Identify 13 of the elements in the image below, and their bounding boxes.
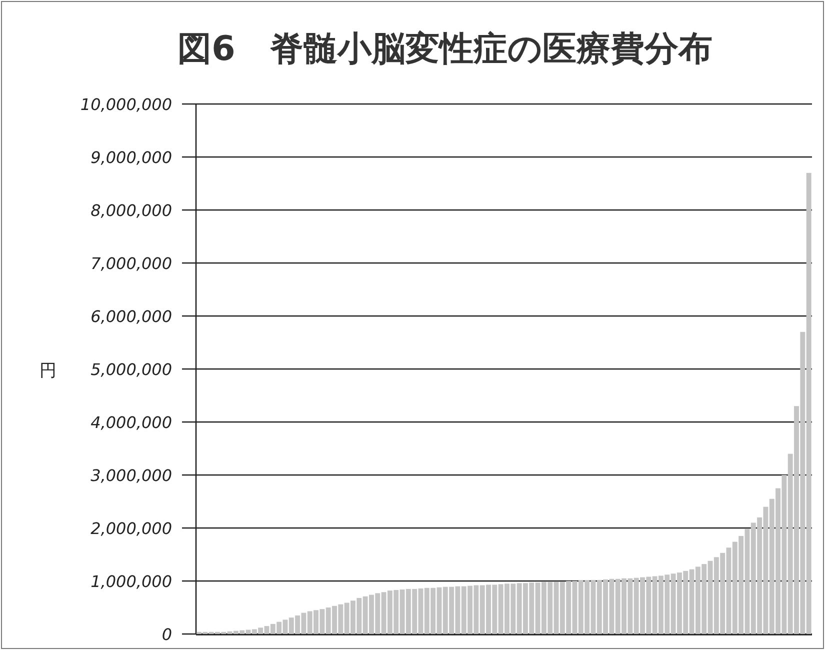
y-tick-label: 6,000,000 xyxy=(90,307,172,326)
y-tick-label: 2,000,000 xyxy=(90,519,172,538)
y-tick-label: 5,000,000 xyxy=(90,360,172,379)
y-tick-label: 7,000,000 xyxy=(90,254,172,273)
y-tick-label: 1,000,000 xyxy=(90,572,172,591)
y-tick-label: 4,000,000 xyxy=(90,413,172,432)
y-tick-label: 0 xyxy=(162,625,172,644)
chart-title: 図6 脊髄小脳変性症の医療費分布 xyxy=(178,29,712,69)
y-axis-title: 円 xyxy=(40,361,56,381)
y-tick-label: 3,000,000 xyxy=(90,466,172,485)
y-tick-label: 8,000,000 xyxy=(90,201,172,220)
y-tick-label: 10,000,000 xyxy=(80,95,172,114)
y-tick-label: 9,000,000 xyxy=(90,148,172,167)
